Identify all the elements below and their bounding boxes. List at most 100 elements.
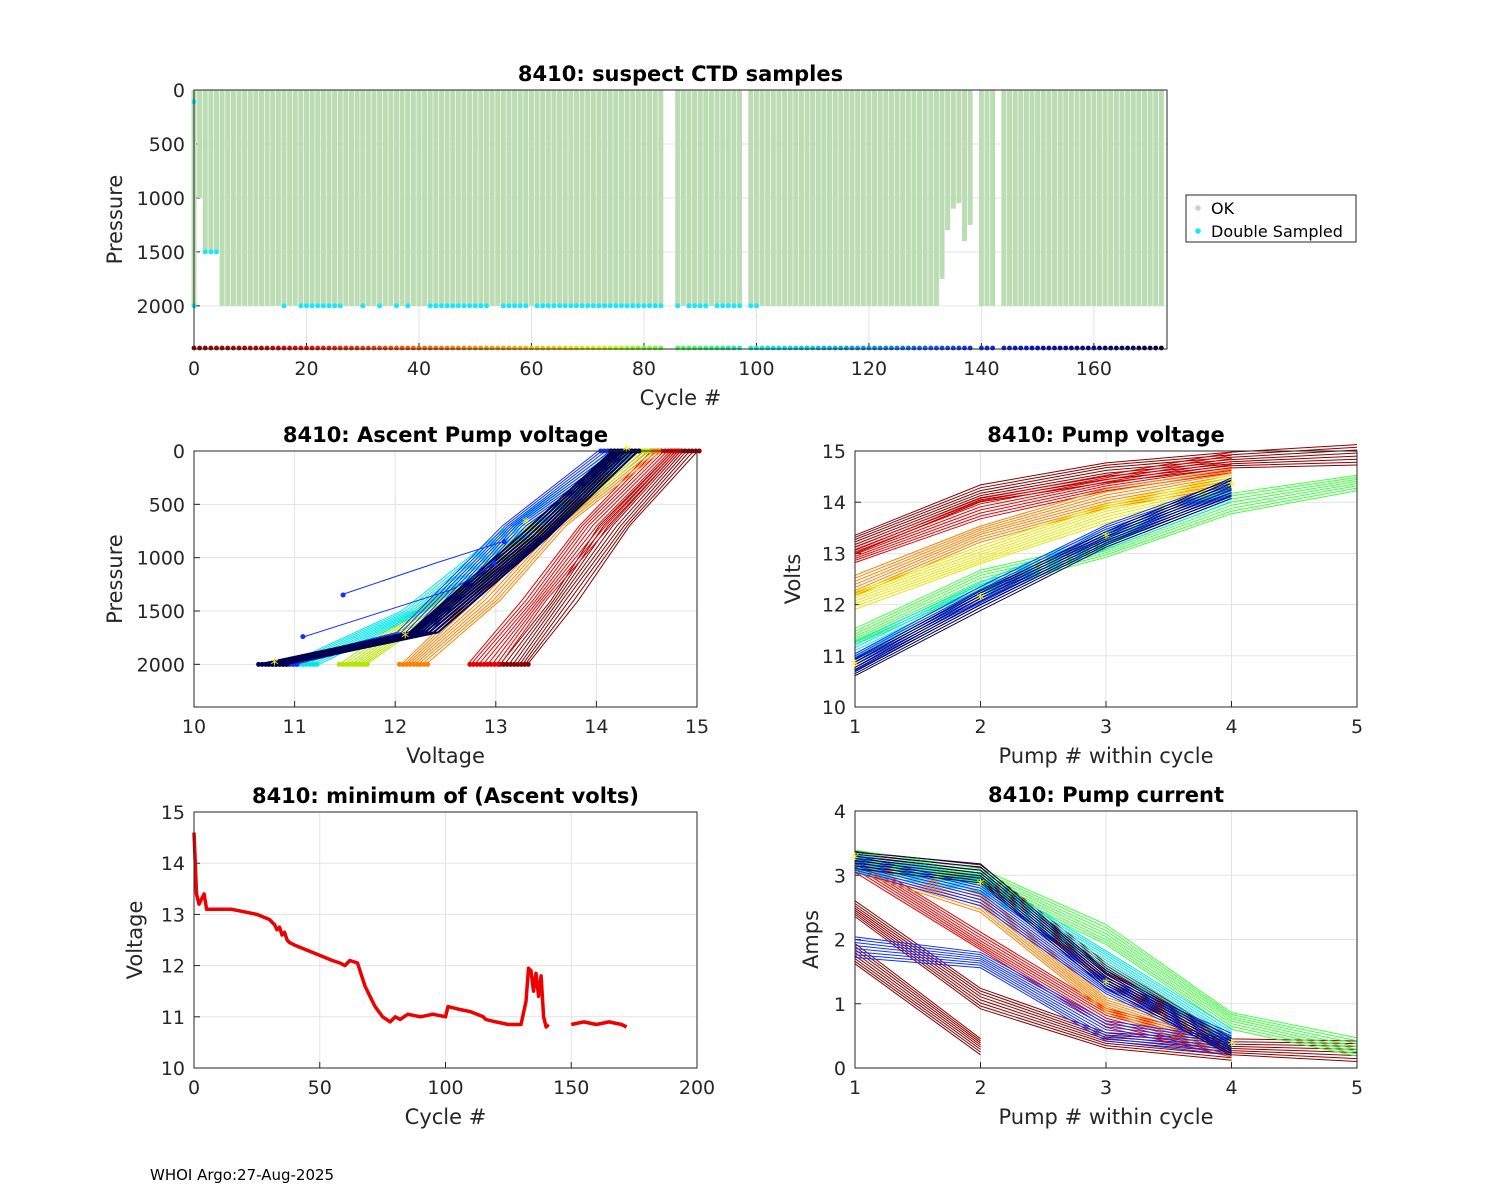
ok-profile-30: [360, 90, 366, 306]
cycle-marker-154: [1057, 345, 1063, 351]
cycle-marker-123: [883, 345, 889, 351]
ok-profile-155: [1063, 90, 1069, 306]
pump-voltage-line-2-5: [854, 472, 1232, 582]
double-sampled-point-72: [596, 303, 602, 309]
cycle-marker-18: [292, 345, 298, 351]
cycle-marker-135: [950, 345, 956, 351]
x-tick-label: 2: [974, 716, 986, 738]
ascent-line-6-8: [285, 450, 639, 666]
ok-profile-47: [455, 90, 461, 306]
pump-voltage-line-7-0: [854, 497, 1232, 677]
double-sampled-point-45: [444, 303, 450, 309]
ok-profile-59: [523, 90, 529, 306]
chart-title: 8410: Pump current: [988, 783, 1224, 807]
cycle-marker-107: [793, 345, 799, 351]
cycle-marker-172: [1158, 345, 1164, 351]
ascent-point-bottom-1-4: [481, 661, 487, 667]
ok-profile-77: [624, 90, 630, 306]
cycle-marker-102: [765, 345, 771, 351]
ok-profile-112: [821, 90, 827, 306]
ok-profile-100: [753, 90, 759, 306]
ok-profile-129: [917, 90, 923, 306]
y-tick-label: 11: [161, 1007, 185, 1029]
ok-profile-80: [641, 90, 647, 306]
cycle-marker-169: [1142, 345, 1147, 351]
cycle-marker-69: [579, 345, 585, 351]
ok-profile-82: [652, 90, 658, 306]
cycle-marker-57: [512, 345, 517, 351]
cycle-marker-89: [692, 345, 697, 351]
ascent-point-bottom-0-7: [522, 661, 528, 667]
ok-profile-69: [579, 90, 585, 306]
axes-frame: [854, 810, 1358, 1069]
chart-minimum-ascent-volts: 0 50 100 150 200 10 11 12 13 14 15 8410: minimum of…: [123, 784, 715, 1129]
ascent-line-8-0: [304, 562, 497, 638]
cycle-marker-74: [607, 345, 613, 351]
ok-profile-152: [1046, 90, 1052, 306]
y-tick-label: 15: [822, 441, 846, 463]
cycle-marker-118: [855, 345, 861, 351]
cycle-marker-100: [754, 345, 759, 351]
chart-title: 8410: suspect CTD samples: [518, 62, 843, 86]
pump-voltage-series-lines: [854, 444, 1358, 677]
ok-profile-5: [219, 90, 225, 306]
x-tick-label: 100: [738, 358, 774, 380]
pump-current-line-5-1: [854, 867, 1358, 1055]
ok-profile-58: [517, 90, 523, 306]
ok-profile-14: [270, 90, 276, 306]
ok-profile-79: [635, 90, 641, 306]
cycle-marker-79: [635, 345, 641, 351]
y-axis-label: Voltage: [123, 901, 147, 980]
pump-voltage-line-7-2: [854, 492, 1232, 673]
x-tick-label: 120: [851, 358, 887, 380]
ok-profile-122: [877, 90, 883, 306]
cycle-marker-5: [219, 345, 225, 351]
pump-current-line-9-5: [854, 855, 1232, 1045]
ascent-point-bottom-0-5: [515, 661, 521, 667]
ascent-point-bottom-1-6: [488, 661, 494, 667]
cycle-marker-55: [500, 345, 506, 351]
tick-labels: 10 11 12 13 14 15 0 500 1000 1500 2000: [137, 441, 709, 738]
ok-profile-161: [1097, 90, 1103, 306]
y-tick-label: 11: [822, 646, 846, 668]
x-tick-label: 3: [1100, 716, 1112, 738]
ok-profile-54: [495, 90, 501, 306]
ascent-point-bottom-6-5: [273, 661, 279, 667]
ok-profile-147: [1018, 90, 1024, 306]
ok-profile-44: [438, 90, 444, 306]
pump-voltage-line-7-5: [854, 482, 1232, 666]
cycle-marker-109: [804, 345, 810, 351]
ok-profile-38: [405, 90, 411, 306]
ok-profile-117: [849, 90, 855, 306]
x-tick-label: 12: [383, 716, 407, 738]
ok-profile-130: [922, 90, 928, 306]
double-sampled-point-63: [545, 303, 551, 309]
cycle-marker-50: [472, 345, 478, 351]
cycle-marker-95: [725, 345, 731, 351]
y-tick-label: 12: [161, 956, 185, 978]
ascent-line-1-1: [470, 450, 657, 665]
cycle-marker-80: [641, 345, 647, 351]
pump-voltage-line-4-3: [854, 483, 1358, 640]
double-sampled-point-21: [309, 303, 315, 309]
ascent-line-0-5: [519, 450, 687, 665]
y-tick-label: 1500: [137, 601, 185, 623]
cycle-marker-161: [1097, 345, 1102, 351]
ok-profile-66: [562, 90, 568, 306]
double-sampled-point-73: [602, 303, 608, 309]
pump-current-line-2-0: [854, 963, 981, 1056]
ascent-point-bottom-3-5: [354, 661, 360, 667]
double-sampled-point-20: [303, 303, 309, 309]
cycle-marker-7: [230, 345, 236, 351]
ok-profile-126: [900, 90, 906, 306]
cycle-marker-119: [860, 345, 866, 351]
ok-profile-56: [506, 90, 512, 306]
cycle-marker-115: [838, 345, 844, 351]
cycle-marker-20: [304, 345, 309, 351]
double-sampled-point-55: [500, 303, 506, 309]
ok-profile-36: [393, 90, 399, 306]
cycle-marker-27: [343, 345, 349, 351]
pump-voltage-line-4-1: [854, 487, 1358, 644]
cycle-marker-30: [360, 345, 366, 351]
